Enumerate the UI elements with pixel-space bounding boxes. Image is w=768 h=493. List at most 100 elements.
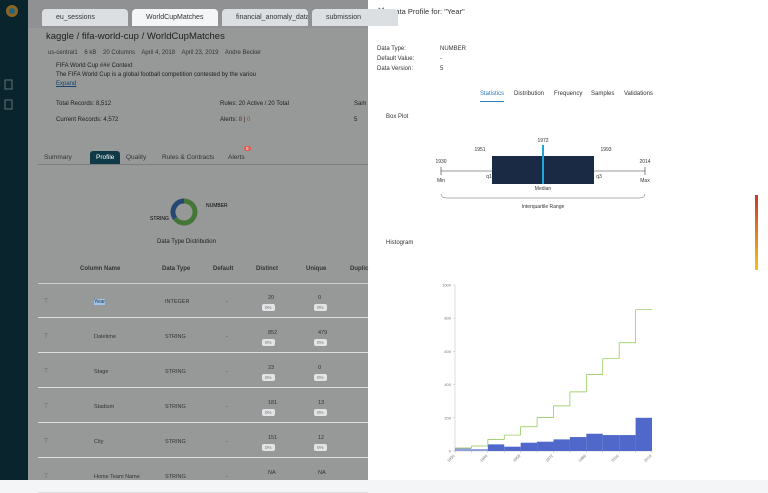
crumb[interactable]: fifa-world-cup xyxy=(81,31,139,42)
cell-pill: 0% xyxy=(262,304,275,311)
row-icon: ⊤ xyxy=(43,473,50,480)
panel-title: Data Profile for: "Year" xyxy=(390,7,465,16)
range-label: Interquartile Range xyxy=(522,204,565,210)
box-value: 1972 xyxy=(537,138,548,144)
column-header[interactable]: Data Type xyxy=(162,266,191,272)
field-value: 5 xyxy=(440,66,444,72)
x-tick-label: 2000 xyxy=(610,453,620,463)
page-tab[interactable]: Alerts xyxy=(228,154,245,161)
cell: 852 xyxy=(268,330,278,336)
box-value: 2014 xyxy=(639,159,650,165)
cell: 479 xyxy=(318,330,328,336)
alert-badge: 9 xyxy=(244,146,251,151)
box-value: 1930 xyxy=(435,159,446,165)
page-tab[interactable]: Quality xyxy=(126,154,147,161)
profile-charts: 1930 Min 2014 Max 1951 q1 1972 Median 1993 q3 Inte… xyxy=(435,138,653,463)
stat: Rules: 20 Active / 20 Total xyxy=(220,101,289,107)
browser-tab[interactable]: eu_sessions xyxy=(42,9,128,26)
column-header[interactable]: Column Name xyxy=(80,266,121,272)
histogram-bar xyxy=(635,417,652,451)
cell-pill: 0% xyxy=(262,409,275,416)
y-tick-label: 1000 xyxy=(442,283,452,288)
cell: - xyxy=(226,369,228,375)
column-header[interactable]: Default xyxy=(213,266,234,272)
cell-pill: 0% xyxy=(314,444,327,451)
stat-label: Sam xyxy=(354,101,367,107)
browser-tab[interactable]: financial_anomaly_data xyxy=(222,9,308,26)
profile-tab[interactable]: Samples xyxy=(591,91,615,97)
profile-tab[interactable]: Statistics xyxy=(480,91,505,102)
stat: Current Records: 4,572 xyxy=(56,117,118,123)
cell-pill: 0% xyxy=(314,409,327,416)
histogram-bar xyxy=(553,439,570,451)
box-label: Max xyxy=(640,178,650,184)
cell: 23 xyxy=(268,365,275,371)
histogram-bar xyxy=(504,446,521,451)
tab-divider xyxy=(38,164,368,165)
cell: STRING xyxy=(165,369,186,375)
cell: 181 xyxy=(268,400,278,406)
stat-value: 0 xyxy=(246,117,251,123)
cell: - xyxy=(226,334,228,340)
cell: 0 xyxy=(318,365,322,371)
column-header[interactable]: Duplic xyxy=(350,266,369,272)
cell: INTEGER xyxy=(165,299,190,305)
expand-link[interactable]: Expand xyxy=(56,81,77,87)
donut-caption: Data Type Distribution xyxy=(157,239,216,245)
cell-pill: 0% xyxy=(314,339,327,346)
profile-tab[interactable]: Frequency xyxy=(554,91,583,97)
donut-segment xyxy=(173,198,198,226)
column-header[interactable]: Distinct xyxy=(256,266,279,272)
cell: Stage xyxy=(94,369,109,375)
crumb: WorldCupMatches xyxy=(146,31,225,42)
type-donut: STRING NUMBER xyxy=(150,198,228,226)
cell: - xyxy=(226,299,228,305)
x-tick-label: 1944 xyxy=(479,453,489,463)
cell-pill: 0% xyxy=(262,339,275,346)
header-rule xyxy=(38,283,368,284)
y-tick-label: 400 xyxy=(444,382,451,387)
browser-tab[interactable]: submission xyxy=(312,9,398,26)
profile-panel: ✕ Data Profile for: "Year" Box Plot Hist… xyxy=(368,0,768,480)
browser-tab[interactable]: WorldCupMatches xyxy=(132,9,218,26)
cell: - xyxy=(226,474,228,480)
y-tick-label: 600 xyxy=(444,349,451,354)
x-tick-label: 1972 xyxy=(544,453,554,463)
stat-label: Total Records: xyxy=(56,101,95,107)
profile-tab[interactable]: Distribution xyxy=(514,91,545,97)
box-value: 1951 xyxy=(474,147,485,153)
cell: - xyxy=(226,404,228,410)
cell: 13 xyxy=(318,400,325,406)
donut-label: NUMBER xyxy=(206,203,228,209)
desc-text: The FIFA World Cup is a global football … xyxy=(56,72,256,78)
box-label: Min xyxy=(437,178,445,184)
profile-tab[interactable]: Validations xyxy=(624,91,653,97)
histogram-bar xyxy=(520,442,538,451)
field-label: Data Type: xyxy=(377,46,406,52)
page-tab[interactable]: Summary xyxy=(44,154,72,161)
scrollbar[interactable] xyxy=(755,195,758,270)
page-tab[interactable]: Rules & Contracts xyxy=(162,154,215,161)
y-tick-label: 200 xyxy=(444,415,451,420)
box-plot-label: Box Plot xyxy=(386,114,409,120)
nav-icon[interactable] xyxy=(4,79,13,90)
crumb[interactable]: kaggle xyxy=(46,31,74,42)
page-tab[interactable]: Profile xyxy=(90,151,121,164)
cell: Year xyxy=(94,299,106,305)
x-tick-label: 1986 xyxy=(577,453,587,463)
histogram-bar xyxy=(487,444,505,451)
stat-value: 8 xyxy=(238,117,243,123)
stat-label: Current Records: xyxy=(56,117,102,123)
nav-icon[interactable] xyxy=(4,99,13,110)
field-label: Default Value: xyxy=(377,56,415,62)
cell: Stadium xyxy=(94,404,115,410)
histogram-bar xyxy=(455,448,472,451)
column-header[interactable]: Unique xyxy=(306,266,327,272)
x-tick-label: 2014 xyxy=(643,453,653,463)
box-value: 1993 xyxy=(600,147,611,153)
cell: STRING xyxy=(165,404,186,410)
cell: NA xyxy=(318,470,326,476)
cell: Home Team Name xyxy=(94,474,140,480)
histogram-bar xyxy=(586,433,603,451)
